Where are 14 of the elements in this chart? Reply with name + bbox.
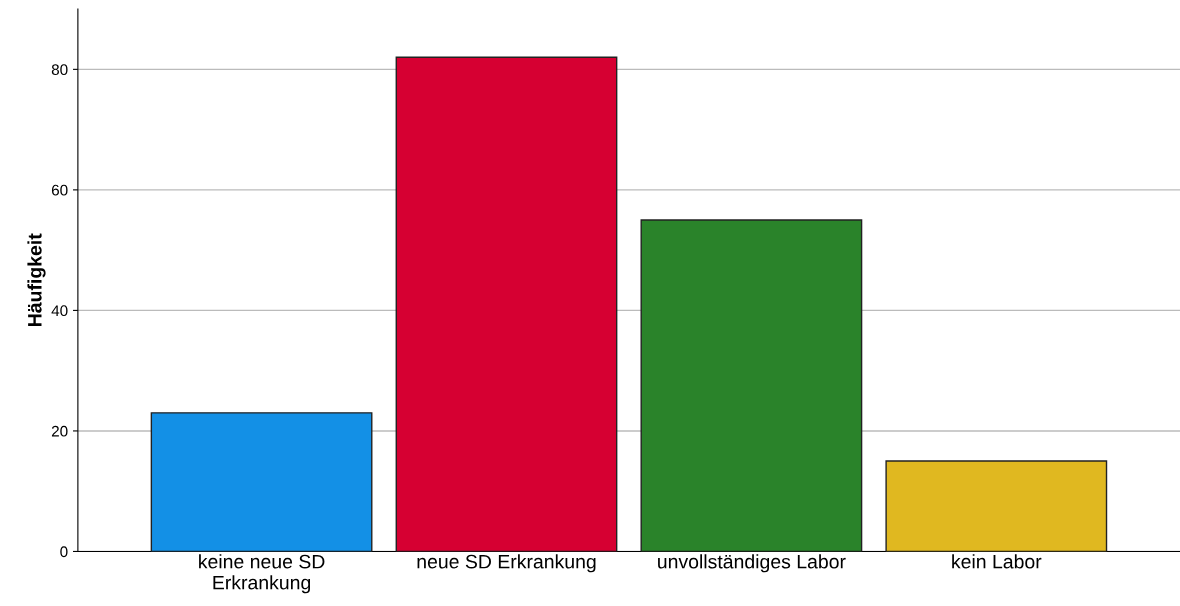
bar	[395, 56, 618, 552]
y-axis-title: Häufigkeit	[27, 233, 46, 326]
x-tick-label: kein Labor	[952, 554, 1042, 569]
y-tick-label: 80	[51, 64, 68, 76]
y-tick-label: 20	[51, 425, 68, 437]
x-tick-label: keine neue SD Erkrankung	[199, 554, 325, 594]
y-tick-label: 0	[60, 546, 68, 558]
y-tick-label: 60	[51, 184, 68, 196]
y-tick-label: 40	[51, 305, 68, 317]
bar	[640, 219, 863, 552]
x-tick-label: neue SD Erkrankung	[417, 554, 596, 573]
bar	[150, 412, 373, 552]
x-tick-label: unvollständiges Labor	[658, 554, 846, 573]
bar	[885, 460, 1108, 552]
